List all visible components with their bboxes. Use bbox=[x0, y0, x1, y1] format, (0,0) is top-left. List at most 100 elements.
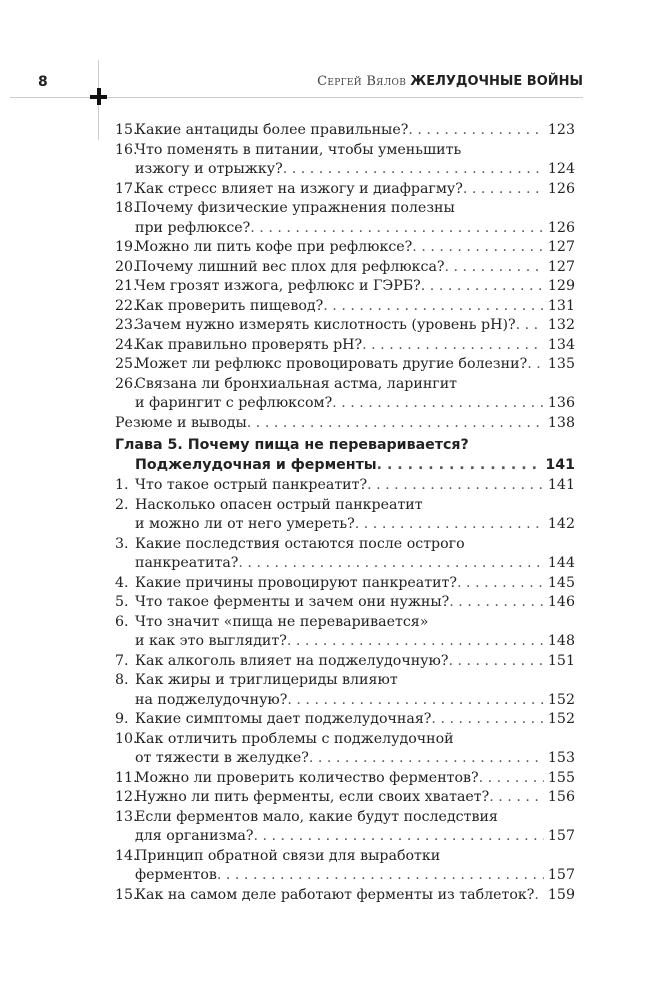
toc-entry: 26. Связана ли бронхиальная астма, ларинг… bbox=[115, 375, 575, 414]
toc-entry: 1. Что такое острый панкреатит? 141 bbox=[115, 476, 575, 496]
toc-entry-title: Что поменять в питании, чтобы уменьшить bbox=[135, 141, 462, 158]
leader-dots bbox=[377, 456, 542, 476]
toc-entry-number: 5. bbox=[115, 594, 129, 610]
toc-entry-title: Как стресс влияет на изжогу и диафрагму? bbox=[135, 180, 463, 197]
toc-entry: 15.Какие антациды более правильные? 123 bbox=[115, 121, 575, 141]
toc-entry-title: для организма? bbox=[135, 828, 254, 844]
toc-entry: 16. Что поменять в питании, чтобы уменьши… bbox=[115, 141, 575, 180]
toc-entry-number: 4. bbox=[115, 574, 129, 591]
toc-entry-page: 134 bbox=[547, 336, 575, 353]
toc-entry-number: 8. bbox=[115, 672, 129, 688]
toc-entry-title: Почему физические упражнения полезны bbox=[135, 200, 455, 216]
toc-entry-number: 15. bbox=[115, 886, 138, 903]
toc-entry-title: и фарингит с рефлюксом? bbox=[135, 395, 333, 411]
toc-entry-page: 142 bbox=[547, 516, 575, 532]
toc-entry-title: Может ли рефлюкс провоцировать другие бо… bbox=[135, 356, 528, 372]
page-number: 8 bbox=[38, 74, 48, 90]
toc-entry-title: Как на самом деле работают ферменты из т… bbox=[135, 886, 535, 903]
leader-dots bbox=[323, 297, 544, 317]
toc-entry-number: 13. bbox=[115, 808, 138, 825]
toc-entry-number: 15. bbox=[115, 122, 138, 138]
toc-entry-number: 19. bbox=[115, 239, 138, 255]
toc-entry-page: 148 bbox=[547, 633, 575, 649]
running-header: Сергей Вялов ЖЕЛУДОЧНЫЕ ВОЙНЫ bbox=[317, 74, 583, 89]
leader-dots bbox=[355, 515, 544, 535]
toc-entry: 19.Можно ли пить кофе при рефлюксе? 127 bbox=[115, 238, 575, 258]
toc-entry-number: 17. bbox=[115, 180, 138, 197]
toc-entry-number: 26. bbox=[115, 375, 138, 392]
toc-entry-title: Какие симптомы дает поджелудочная? bbox=[135, 711, 432, 727]
toc-entry-title: Глава 5. Почему пища не переваривается? bbox=[115, 437, 469, 453]
toc-entry-page: 136 bbox=[547, 395, 575, 411]
toc-entry-number: 21. bbox=[115, 278, 138, 294]
toc-entry-page: 127 bbox=[547, 258, 575, 275]
toc-entry-title: Как отличить проблемы с поджелудочной bbox=[135, 730, 454, 747]
toc-entry-number: 25. bbox=[115, 356, 138, 372]
toc-entry-title: панкреатита? bbox=[135, 555, 239, 571]
toc-entry-title: Можно ли проверить количество ферментов? bbox=[135, 769, 479, 786]
toc-entry-title: Чем грозят изжога, рефлюкс и ГЭРБ? bbox=[135, 278, 421, 294]
toc-entry-title: Что такое острый панкреатит? bbox=[135, 477, 368, 493]
leader-dots bbox=[479, 769, 544, 789]
toc-entry-title: Связана ли бронхиальная астма, ларингит bbox=[135, 375, 458, 392]
toc-entry-number: 3. bbox=[115, 535, 129, 552]
leader-dots bbox=[287, 632, 544, 652]
toc-entry-page: 157 bbox=[547, 867, 575, 883]
toc-entry-title: Что значит «пища не переваривается» bbox=[135, 613, 429, 630]
toc-entry-title: Нужно ли пить ферменты, если своих хвата… bbox=[135, 789, 490, 805]
toc-entry-number: 16. bbox=[115, 141, 138, 158]
toc-entry-title: и как это выглядит? bbox=[135, 633, 287, 649]
toc-entry-title: Как правильно проверять pH? bbox=[135, 336, 363, 353]
leader-dots bbox=[287, 691, 544, 711]
toc-entry-title: Резюме и выводы bbox=[115, 414, 247, 431]
leader-dots bbox=[457, 574, 544, 594]
toc-entry-page: 152 bbox=[547, 711, 575, 727]
leader-dots bbox=[421, 277, 544, 297]
toc-entry: 23. Зачем нужно измерять кислотность (уро… bbox=[115, 316, 575, 336]
toc-entry-number: 23. bbox=[115, 317, 138, 333]
toc-entry-title: Как проверить пищевод? bbox=[135, 297, 324, 314]
toc-entry: 18. Почему физические упражнения полезны п… bbox=[115, 199, 575, 238]
toc-entry: 15. Как на самом деле работают ферменты и… bbox=[115, 886, 575, 906]
toc-entry: 20.Почему лишний вес плох для рефлюкса? 1… bbox=[115, 258, 575, 278]
toc-entry-title: Какие последствия остаются после острого bbox=[135, 535, 465, 552]
leader-dots bbox=[449, 593, 544, 613]
leader-dots bbox=[367, 476, 544, 496]
toc-entry-title: Почему лишний вес плох для рефлюкса? bbox=[135, 258, 445, 275]
toc-entry-number: 20. bbox=[115, 258, 138, 275]
header-rule bbox=[10, 97, 583, 98]
toc-entry: 17. Как стресс влияет на изжогу и диафраг… bbox=[115, 180, 575, 200]
leader-dots bbox=[238, 554, 544, 574]
toc-entry-title: изжогу и отрыжку? bbox=[135, 161, 283, 177]
leader-dots bbox=[332, 394, 544, 414]
toc-entry: 8. Как жиры и триглицериды влияют на подже… bbox=[115, 671, 575, 710]
toc-entry: 21.Чем грозят изжога, рефлюкс и ГЭРБ? 129 bbox=[115, 277, 575, 297]
toc-entry-number: 9. bbox=[115, 711, 129, 727]
header-book-title: ЖЕЛУДОЧНЫЕ ВОЙНЫ bbox=[410, 74, 583, 89]
toc-entry: 5. Что такое ферменты и зачем они нужны? 1… bbox=[115, 593, 575, 613]
toc-entry-number: 1. bbox=[115, 477, 129, 493]
leader-dots bbox=[431, 710, 543, 730]
toc-entry: 25. Может ли рефлюкс провоцировать другие… bbox=[115, 355, 575, 375]
toc-entry-title: Зачем нужно измерять кислотность (уровен… bbox=[135, 317, 516, 333]
toc-entry-number: 18. bbox=[115, 200, 138, 216]
toc-entry-title: Что такое ферменты и зачем они нужны? bbox=[135, 594, 450, 610]
toc-entry-page: 138 bbox=[547, 414, 575, 431]
toc-entry-number: 11. bbox=[115, 769, 138, 786]
leader-dots bbox=[283, 160, 544, 180]
toc-entry-page: 126 bbox=[547, 180, 575, 197]
toc-entry-number: 12. bbox=[115, 789, 138, 805]
toc-entry-title: от тяжести в желудке? bbox=[135, 750, 309, 766]
toc-entry-page: 132 bbox=[547, 317, 575, 333]
toc-entry: 12. Нужно ли пить ферменты, если своих хв… bbox=[115, 788, 575, 808]
toc-entry-number: 6. bbox=[115, 613, 129, 630]
toc-entry-page: 123 bbox=[547, 122, 575, 138]
toc-entry-number: 2. bbox=[115, 496, 129, 513]
leader-dots bbox=[250, 219, 544, 239]
leader-dots bbox=[247, 414, 544, 434]
leader-dots bbox=[448, 652, 543, 672]
toc-entry-page: 152 bbox=[547, 691, 575, 708]
toc-entry: 14. Принцип обратной связи для выработки ф… bbox=[115, 847, 575, 886]
leader-dots bbox=[489, 788, 544, 808]
toc-entry: 11. Можно ли проверить количество фермент… bbox=[115, 769, 575, 789]
